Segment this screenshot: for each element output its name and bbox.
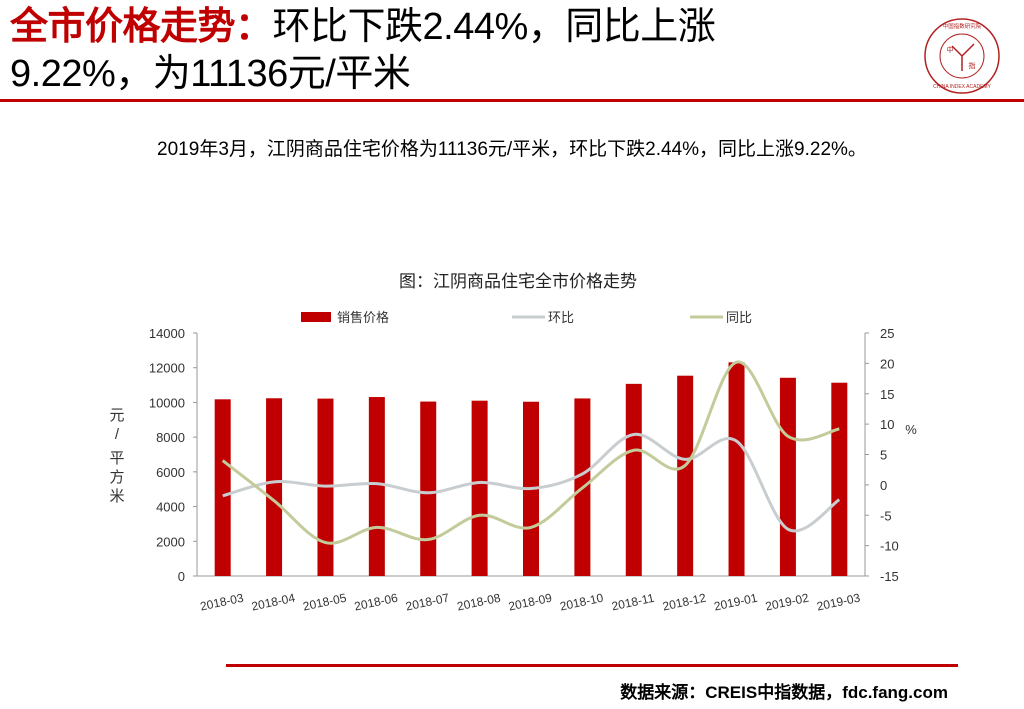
bar-price xyxy=(420,401,437,576)
footer-divider xyxy=(226,664,958,667)
line-mom xyxy=(222,432,841,533)
logo-char-1: 中 xyxy=(947,45,954,54)
left-tick-label: 2000 xyxy=(156,534,185,549)
chart-title: 图：江阴商品住宅全市价格走势 xyxy=(399,272,637,291)
page-title: 全市价格走势：环比下跌2.44%，同比上涨 9.22%，为11136元/平米 xyxy=(10,4,910,98)
logo-text-bottom: CHINA INDEX ACADEMY xyxy=(933,84,991,90)
right-tick-label: 25 xyxy=(880,326,894,341)
legend-label-yoy: 同比 xyxy=(726,310,752,325)
left-axis-label-char: 元 xyxy=(109,407,124,424)
bar-price xyxy=(471,400,488,576)
x-tick-label: 2018-07 xyxy=(404,591,450,614)
left-tick-label: 12000 xyxy=(149,361,185,376)
bar-price xyxy=(214,399,231,576)
left-axis-label-char: / xyxy=(115,426,120,443)
title-line-2: 9.22%，为11136元/平米 xyxy=(10,53,411,95)
right-axis-label: % xyxy=(905,422,917,437)
legend-label-mom: 环比 xyxy=(548,310,574,325)
china-index-academy-logo: 中国指数研究院 中 指 CHINA INDEX ACADEMY xyxy=(924,18,1000,94)
legend-swatch-price xyxy=(301,312,331,322)
left-tick-label: 6000 xyxy=(156,465,185,480)
x-tick-label: 2018-09 xyxy=(507,591,553,614)
right-tick-label: 10 xyxy=(880,417,894,432)
x-tick-label: 2018-12 xyxy=(661,591,707,614)
left-tick-label: 8000 xyxy=(156,430,185,445)
x-tick-label: 2019-02 xyxy=(764,591,810,614)
bar-price xyxy=(728,362,745,576)
title-line-1-text: 环比下跌2.44%，同比上涨 xyxy=(272,6,716,48)
bar-price xyxy=(368,397,385,576)
left-axis-label-char: 平 xyxy=(109,450,124,467)
x-tick-label: 2018-06 xyxy=(353,591,399,614)
bar-price xyxy=(266,398,283,576)
line-yoy xyxy=(221,360,840,545)
x-tick-label: 2019-03 xyxy=(815,591,861,614)
left-tick-label: 4000 xyxy=(156,500,185,515)
right-tick-label: 20 xyxy=(880,356,894,371)
left-tick-label: 14000 xyxy=(149,326,185,341)
right-tick-label: 15 xyxy=(880,387,894,402)
logo-text-top: 中国指数研究院 xyxy=(943,22,982,30)
x-tick-label: 2018-11 xyxy=(610,591,655,614)
data-source: 数据来源：CREIS中指数据，fdc.fang.com xyxy=(620,683,948,702)
left-axis-label-char: 方 xyxy=(109,469,124,486)
summary-text: 2019年3月，江阴商品住宅价格为11136元/平米，环比下跌2.44%，同比上… xyxy=(157,139,867,160)
legend-label-price: 销售价格 xyxy=(337,310,389,325)
title-divider xyxy=(0,99,1024,102)
x-tick-label: 2018-10 xyxy=(559,591,605,614)
bar-price xyxy=(831,382,848,576)
right-tick-label: -5 xyxy=(880,508,892,523)
bar-price xyxy=(779,377,796,576)
right-tick-label: -10 xyxy=(880,539,899,554)
x-tick-label: 2018-04 xyxy=(250,591,296,614)
left-tick-label: 10000 xyxy=(149,395,185,410)
right-tick-label: 0 xyxy=(880,478,887,493)
left-axis-label-char: 米 xyxy=(109,488,124,505)
x-tick-label: 2018-08 xyxy=(456,591,502,614)
x-tick-label: 2018-05 xyxy=(302,591,348,614)
title-accent: 全市价格走势： xyxy=(10,6,273,48)
bar-price xyxy=(677,375,694,576)
x-tick-label: 2019-01 xyxy=(713,591,759,614)
logo-char-2: 指 xyxy=(969,61,976,70)
bar-price xyxy=(625,383,642,576)
right-tick-label: -15 xyxy=(880,569,899,584)
title-line-1: 全市价格走势：环比下跌2.44%，同比上涨 xyxy=(10,4,910,51)
right-tick-label: 5 xyxy=(880,448,887,463)
x-tick-label: 2018-03 xyxy=(199,591,245,614)
left-tick-label: 0 xyxy=(178,569,185,584)
